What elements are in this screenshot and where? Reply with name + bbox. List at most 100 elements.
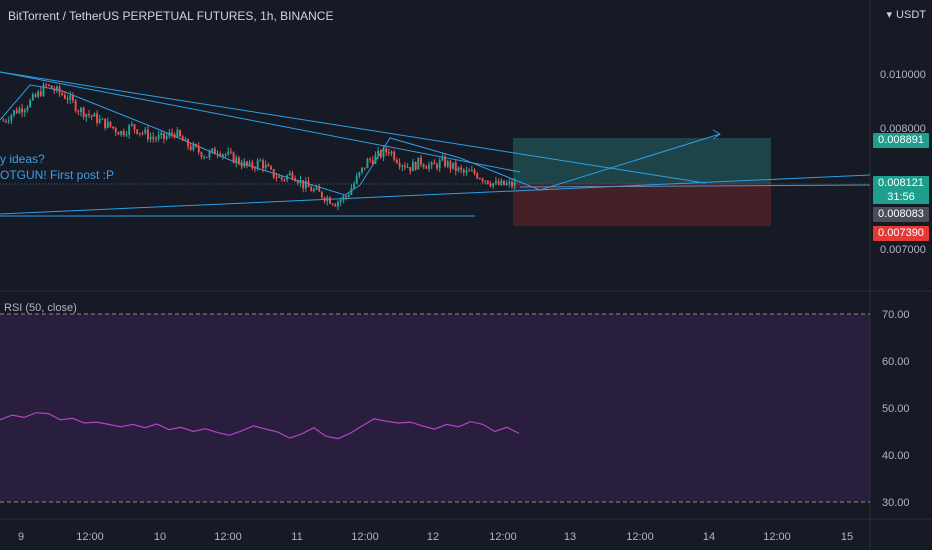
candle-body	[5, 120, 7, 122]
candle-body	[288, 172, 291, 176]
time-tick: 15	[841, 531, 853, 543]
currency-label: USDT	[896, 9, 926, 21]
candle-body	[259, 160, 262, 162]
trendline-upper-1[interactable]	[0, 71, 706, 184]
position-loss-zone[interactable]	[513, 184, 771, 226]
time-tick: 13	[564, 531, 576, 543]
candle-body	[353, 183, 355, 189]
candle-body	[96, 113, 98, 123]
candle-body	[366, 159, 369, 169]
trendline-lower[interactable]	[0, 174, 871, 215]
candle-body	[187, 139, 189, 147]
candle-body	[80, 107, 82, 112]
candle-body	[157, 135, 160, 140]
chart-header[interactable]: BitTorrent / TetherUS PERPETUAL FUTURES,…	[8, 9, 334, 23]
candle-body	[417, 157, 420, 170]
rsi-line[interactable]	[0, 412, 520, 440]
candle-body	[398, 162, 401, 167]
annotation-text-2[interactable]: OTGUN! First post :P	[0, 168, 115, 182]
candle-body	[227, 151, 230, 155]
candle-body	[310, 187, 313, 192]
candle-body	[436, 164, 438, 169]
candle-body	[144, 129, 147, 133]
candle-body	[345, 196, 347, 198]
candle-body	[264, 164, 267, 169]
candle-body	[42, 84, 45, 96]
candle-body	[192, 144, 195, 150]
candle-body	[403, 165, 406, 168]
candle-body	[355, 176, 358, 184]
candle-body	[39, 91, 42, 96]
candle-body	[69, 95, 72, 100]
candle-body	[47, 84, 50, 86]
candle-body	[494, 181, 497, 184]
time-axis[interactable]: 9 12:00 10 12:00 11 12:00 12 12:00 13 12…	[18, 531, 853, 543]
candle-body	[334, 204, 337, 207]
candle-body	[401, 165, 404, 167]
candle-body	[152, 136, 155, 139]
candle-body	[53, 89, 56, 91]
candle-body	[246, 161, 248, 165]
candle-body	[130, 124, 133, 126]
candle-body	[101, 118, 104, 120]
symbol-title[interactable]: BitTorrent / TetherUS PERPETUAL FUTURES	[8, 9, 254, 23]
rsi-layer	[0, 412, 520, 440]
position-profit-zone[interactable]	[513, 138, 771, 184]
time-tick: 12	[427, 531, 439, 543]
candle-body	[409, 166, 412, 172]
time-tick: 9	[18, 531, 24, 543]
candle-body	[256, 160, 259, 169]
time-tick: 12:00	[351, 531, 379, 543]
candle-body	[181, 136, 184, 141]
candle-body	[208, 151, 211, 158]
candle-body	[329, 197, 331, 204]
candle-body	[21, 108, 24, 113]
candle-body	[195, 144, 198, 147]
annotation-text-1[interactable]: y ideas?	[0, 152, 45, 166]
candle-body	[165, 136, 168, 139]
rsi-indicator-label[interactable]: RSI (50, close)	[4, 302, 77, 314]
candle-body	[197, 146, 200, 153]
candle-body	[361, 167, 364, 173]
candle-body	[205, 156, 208, 158]
candle-body	[390, 151, 393, 154]
candle-body	[7, 120, 10, 122]
time-tick: 12:00	[763, 531, 791, 543]
time-tick: 12:00	[489, 531, 517, 543]
candle-body	[489, 183, 492, 187]
candle-body	[270, 166, 272, 170]
candle-body	[291, 172, 294, 179]
candle-body	[420, 157, 422, 165]
candle-body	[470, 170, 473, 172]
candle-body	[446, 161, 449, 167]
candle-body	[232, 152, 235, 163]
candle-body	[128, 125, 131, 135]
time-tick: 12:00	[214, 531, 242, 543]
candle-body	[138, 132, 141, 134]
trendline-upper-2[interactable]	[0, 71, 521, 173]
candle-body	[320, 191, 323, 198]
candle-body	[98, 118, 101, 123]
candle-body	[393, 151, 396, 160]
candle-body	[74, 100, 77, 112]
rsi-tick-50: 50.00	[882, 403, 910, 415]
stop-price-tag: 0.007390	[873, 226, 929, 241]
candle-body	[243, 161, 246, 167]
candle-body	[213, 148, 216, 155]
candle-body	[307, 181, 310, 188]
candle-body	[441, 156, 444, 161]
candle-body	[31, 94, 34, 100]
candle-body	[114, 128, 117, 133]
interval-label[interactable]: 1h	[260, 9, 274, 23]
currency-selector[interactable]: ▾ USDT	[887, 8, 926, 21]
candle-body	[505, 183, 508, 186]
chevron-down-icon: ▾	[886, 9, 893, 21]
candle-body	[286, 175, 289, 180]
candle-body	[267, 164, 270, 167]
candle-body	[395, 159, 398, 163]
candle-body	[438, 160, 441, 169]
candle-body	[171, 132, 173, 135]
candle-body	[61, 93, 64, 95]
candle-body	[251, 162, 254, 168]
